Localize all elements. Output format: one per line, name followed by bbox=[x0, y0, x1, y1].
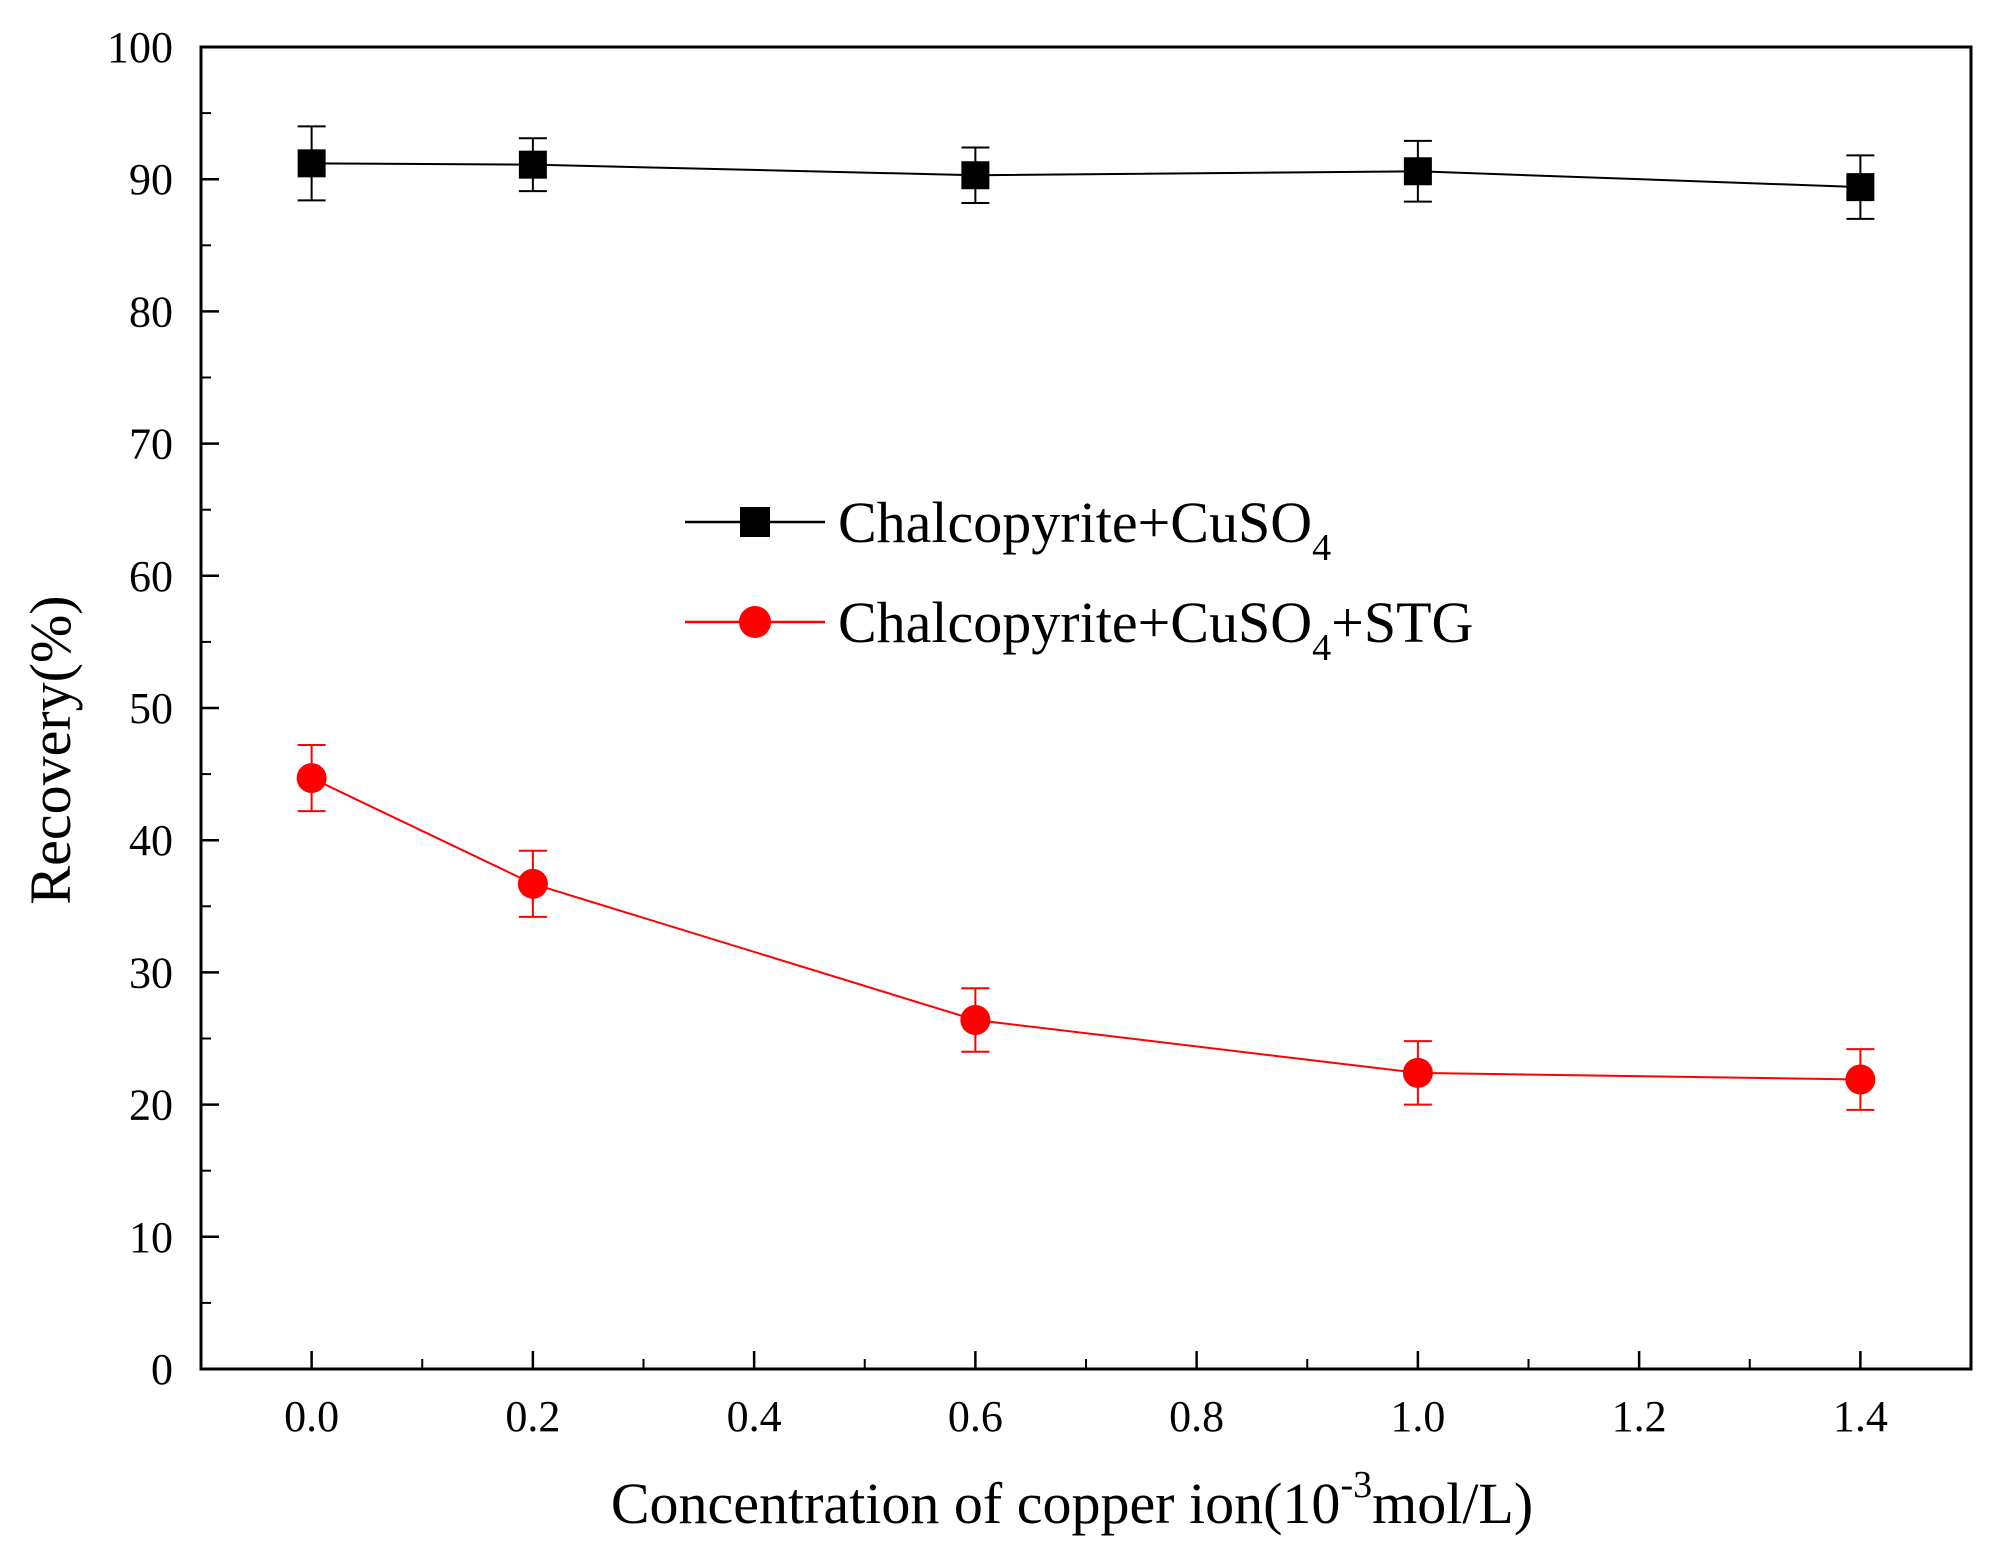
y-tick-label: 30 bbox=[129, 948, 173, 997]
y-tick-label: 0 bbox=[151, 1345, 173, 1394]
y-tick-label: 80 bbox=[129, 287, 173, 336]
x-tick-label: 0.4 bbox=[727, 1392, 782, 1441]
legend: Chalcopyrite+CuSO4 Chalcopyrite+CuSO4+ST… bbox=[685, 490, 1473, 669]
data-point bbox=[296, 763, 327, 794]
y-tick-label: 90 bbox=[129, 155, 173, 204]
series-1 bbox=[296, 744, 1876, 1111]
legend-marker-circle bbox=[739, 606, 771, 638]
y-tick-label: 10 bbox=[129, 1213, 173, 1262]
legend-label-chalcopyrite-cuso4-stg: Chalcopyrite+CuSO4+STG bbox=[838, 590, 1473, 669]
x-tick-label: 0.6 bbox=[948, 1392, 1003, 1441]
x-tick-label: 0.8 bbox=[1169, 1392, 1224, 1441]
data-point bbox=[1845, 1064, 1876, 1095]
series-0 bbox=[297, 125, 1875, 220]
y-axis-ticks: 0 10 20 30 40 50 60 70 80 90 100 bbox=[107, 23, 219, 1394]
data-point bbox=[1846, 173, 1875, 202]
y-tick-label: 60 bbox=[129, 552, 173, 601]
x-tick-label: 0.2 bbox=[505, 1392, 560, 1441]
data-point bbox=[297, 149, 326, 178]
y-tick-label: 50 bbox=[129, 684, 173, 733]
series-layer bbox=[296, 125, 1876, 1111]
data-point bbox=[1403, 157, 1432, 186]
y-tick-label: 70 bbox=[129, 420, 173, 469]
x-tick-label: 0.0 bbox=[284, 1392, 339, 1441]
legend-label-chalcopyrite-cuso4: Chalcopyrite+CuSO4 bbox=[838, 490, 1331, 569]
y-tick-label: 20 bbox=[129, 1081, 173, 1130]
y-tick-label: 40 bbox=[129, 816, 173, 865]
y-tick-label: 100 bbox=[107, 23, 173, 72]
data-point bbox=[1402, 1057, 1433, 1088]
legend-marker-square bbox=[740, 507, 770, 537]
x-axis-title: Concentration of copper ion(10-3mol/L) bbox=[611, 1464, 1533, 1536]
x-axis-ticks: 0.0 0.2 0.4 0.6 0.8 1.0 1.2 1.4 bbox=[200, 1351, 1972, 1441]
series-line bbox=[311, 777, 1861, 1081]
plot-frame bbox=[199, 45, 1973, 1371]
data-point bbox=[960, 1004, 991, 1035]
data-point bbox=[961, 161, 990, 190]
y-axis-title: Recovery(%) bbox=[18, 595, 83, 904]
data-point bbox=[518, 150, 547, 179]
data-point bbox=[517, 868, 548, 899]
x-tick-label: 1.0 bbox=[1390, 1392, 1445, 1441]
x-tick-label: 1.4 bbox=[1833, 1392, 1888, 1441]
x-tick-label: 1.2 bbox=[1612, 1392, 1667, 1441]
